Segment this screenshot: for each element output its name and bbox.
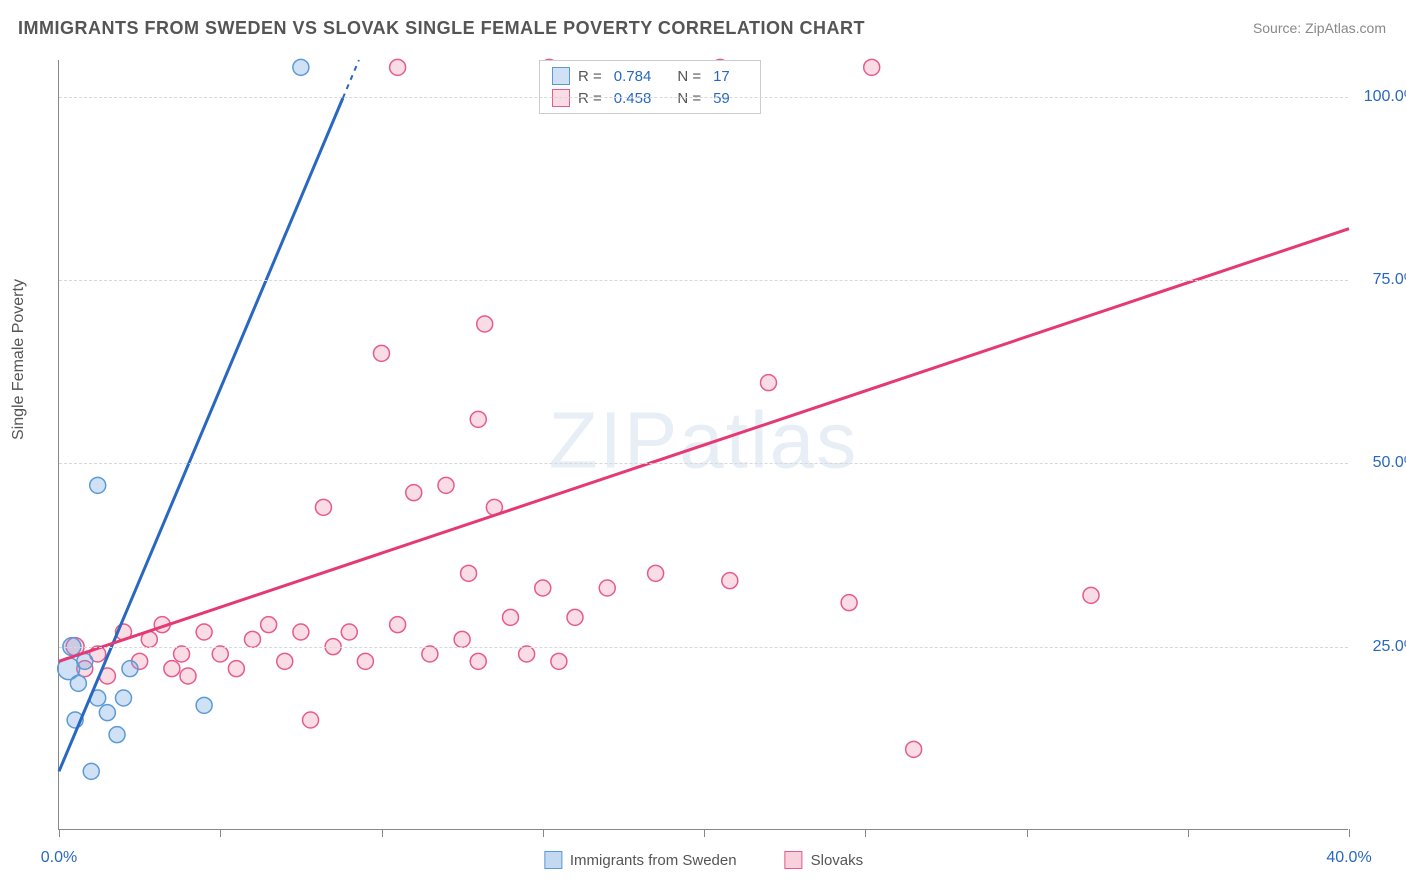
data-point bbox=[648, 565, 664, 581]
legend-r-label: R = bbox=[578, 90, 602, 107]
legend-stat-row: R = 0.458 N = 59 bbox=[552, 87, 748, 109]
gridline-h bbox=[59, 280, 1348, 281]
x-tick bbox=[1349, 829, 1350, 837]
data-point bbox=[519, 646, 535, 662]
data-point bbox=[293, 59, 309, 75]
data-point bbox=[83, 763, 99, 779]
data-point bbox=[390, 59, 406, 75]
data-point bbox=[164, 661, 180, 677]
data-point bbox=[122, 661, 138, 677]
legend-swatch bbox=[552, 89, 570, 107]
data-point bbox=[196, 697, 212, 713]
data-point bbox=[864, 59, 880, 75]
legend-swatch bbox=[544, 851, 562, 869]
data-point bbox=[293, 624, 309, 640]
data-point bbox=[212, 646, 228, 662]
legend-item: Slovaks bbox=[785, 851, 864, 869]
data-point bbox=[438, 477, 454, 493]
x-tick bbox=[382, 829, 383, 837]
data-point bbox=[406, 485, 422, 501]
data-point bbox=[841, 595, 857, 611]
y-axis-label: Single Female Poverty bbox=[10, 279, 28, 440]
gridline-h bbox=[59, 463, 1348, 464]
x-tick bbox=[865, 829, 866, 837]
legend-label: Slovaks bbox=[811, 852, 864, 869]
x-tick bbox=[543, 829, 544, 837]
chart-title: IMMIGRANTS FROM SWEDEN VS SLOVAK SINGLE … bbox=[18, 18, 865, 39]
y-tick-label: 100.0% bbox=[1358, 88, 1406, 106]
data-point bbox=[277, 653, 293, 669]
data-point bbox=[245, 631, 261, 647]
x-tick-label: 0.0% bbox=[41, 849, 77, 867]
data-point bbox=[461, 565, 477, 581]
source-attribution: Source: ZipAtlas.com bbox=[1253, 20, 1386, 36]
gridline-h bbox=[59, 97, 1348, 98]
data-point bbox=[477, 316, 493, 332]
data-point bbox=[303, 712, 319, 728]
legend-r-value: 0.784 bbox=[614, 68, 652, 85]
legend-r-label: R = bbox=[578, 68, 602, 85]
x-tick bbox=[1027, 829, 1028, 837]
data-point bbox=[374, 345, 390, 361]
legend-swatch bbox=[785, 851, 803, 869]
data-point bbox=[599, 580, 615, 596]
legend-stats: R = 0.784 N = 17 R = 0.458 N = 59 bbox=[539, 60, 761, 114]
data-point bbox=[551, 653, 567, 669]
trend-line-dashed bbox=[343, 60, 359, 98]
trend-line bbox=[59, 98, 343, 771]
legend-series: Immigrants from Sweden Slovaks bbox=[544, 851, 863, 869]
data-point bbox=[1083, 587, 1099, 603]
y-tick-label: 25.0% bbox=[1358, 638, 1406, 656]
x-tick bbox=[220, 829, 221, 837]
data-point bbox=[261, 617, 277, 633]
data-point bbox=[99, 705, 115, 721]
data-point bbox=[116, 690, 132, 706]
data-point bbox=[535, 580, 551, 596]
x-tick bbox=[59, 829, 60, 837]
data-point bbox=[722, 573, 738, 589]
data-point bbox=[470, 411, 486, 427]
data-point bbox=[422, 646, 438, 662]
data-point bbox=[390, 617, 406, 633]
y-tick-label: 50.0% bbox=[1358, 454, 1406, 472]
legend-n-label: N = bbox=[677, 90, 701, 107]
data-point bbox=[315, 499, 331, 515]
gridline-h bbox=[59, 647, 1348, 648]
data-point bbox=[109, 727, 125, 743]
data-point bbox=[454, 631, 470, 647]
data-point bbox=[503, 609, 519, 625]
legend-swatch bbox=[552, 67, 570, 85]
x-tick-label: 40.0% bbox=[1326, 849, 1371, 867]
data-point bbox=[470, 653, 486, 669]
legend-item: Immigrants from Sweden bbox=[544, 851, 737, 869]
x-tick bbox=[704, 829, 705, 837]
legend-n-value: 59 bbox=[713, 90, 730, 107]
chart-svg bbox=[59, 60, 1348, 829]
plot-area: ZIPatlas R =0.784N =17R =0.458N =59 Immi… bbox=[58, 60, 1348, 830]
y-tick-label: 75.0% bbox=[1358, 271, 1406, 289]
x-tick bbox=[1188, 829, 1189, 837]
data-point bbox=[341, 624, 357, 640]
legend-label: Immigrants from Sweden bbox=[570, 852, 737, 869]
data-point bbox=[761, 375, 777, 391]
legend-stat-row: R = 0.784 N = 17 bbox=[552, 65, 748, 87]
data-point bbox=[90, 477, 106, 493]
data-point bbox=[357, 653, 373, 669]
trend-line bbox=[59, 229, 1349, 662]
data-point bbox=[567, 609, 583, 625]
legend-n-label: N = bbox=[677, 68, 701, 85]
legend-n-value: 17 bbox=[713, 68, 730, 85]
data-point bbox=[174, 646, 190, 662]
data-point bbox=[180, 668, 196, 684]
data-point bbox=[70, 675, 86, 691]
data-point bbox=[906, 741, 922, 757]
legend-r-value: 0.458 bbox=[614, 90, 652, 107]
data-point bbox=[228, 661, 244, 677]
data-point bbox=[196, 624, 212, 640]
